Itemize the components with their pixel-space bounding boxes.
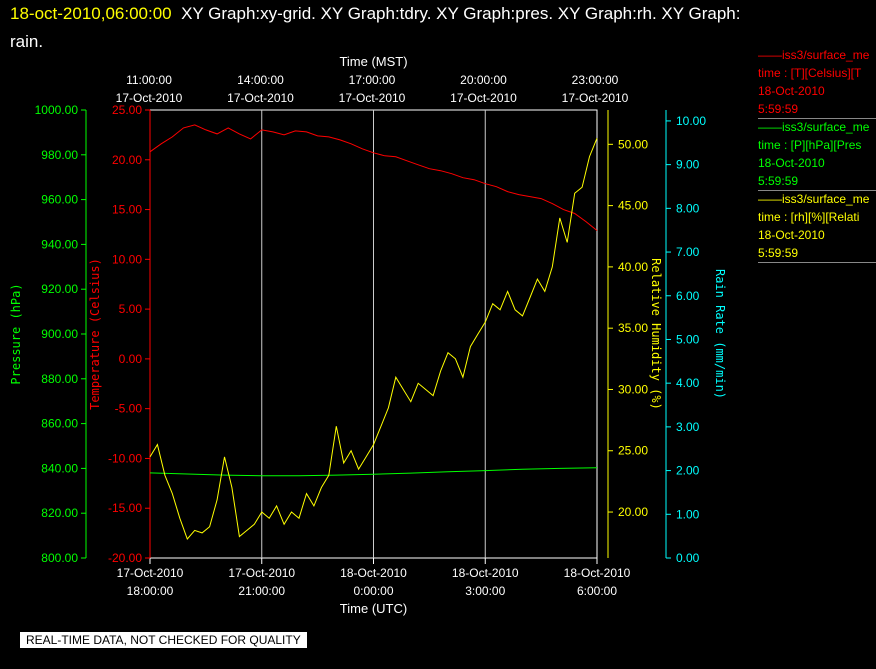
x-top-tick-date: 17-Oct-2010: [227, 91, 294, 105]
temperature-axis-label: Temperature (Celsius): [88, 258, 102, 410]
graph-titles: XY Graph:xy-grid. XY Graph:tdry. XY Grap…: [181, 4, 741, 23]
rain-tick-label: 3.00: [676, 420, 700, 434]
x-bottom-tick-date: 18-Oct-2010: [452, 566, 519, 580]
legend-entry-date: 18-Oct-2010: [758, 228, 825, 242]
x-bottom-tick-time: 3:00:00: [465, 584, 505, 598]
legend-entry-name: ——iss3/surface_me: [758, 192, 870, 206]
legend-entry-time: 5:59:59: [758, 244, 876, 263]
x-top-tick-time: 17:00:00: [349, 73, 396, 87]
temperature-tick-label: 15.00: [112, 203, 142, 217]
rain-tick-label: 0.00: [676, 551, 700, 565]
rh-tick-label: 20.00: [618, 505, 648, 519]
x-top-tick-date: 17-Oct-2010: [562, 91, 629, 105]
x-top-tick-time: 14:00:00: [237, 73, 284, 87]
legend-entry-name: ——iss3/surface_me: [758, 48, 870, 62]
rain-tick-label: 2.00: [676, 464, 700, 478]
x-bottom-tick-date: 18-Oct-2010: [564, 566, 631, 580]
rh-tick-label: 25.00: [618, 444, 648, 458]
series-line-temperature: [149, 124, 598, 231]
x-top-tick-date: 17-Oct-2010: [450, 91, 517, 105]
legend-entry-name: ——iss3/surface_me: [758, 120, 870, 134]
temperature-tick-label: 10.00: [112, 252, 142, 266]
rh-tick-label: 40.00: [618, 260, 648, 274]
temperature-tick-label: -10.00: [108, 451, 142, 465]
pressure-tick-label: 920.00: [41, 282, 78, 296]
x-bottom-tick-time: 0:00:00: [353, 584, 393, 598]
series-line-rh: [149, 138, 598, 540]
rh-tick-label: 35.00: [618, 321, 648, 335]
pressure-tick-label: 880.00: [41, 372, 78, 386]
temperature-tick-label: 0.00: [119, 352, 143, 366]
rain-axis-label: Rain Rate (mm/min): [713, 269, 727, 399]
x-top-tick-time: 11:00:00: [126, 73, 172, 87]
rain-tick-label: 9.00: [676, 158, 700, 172]
x-bottom-tick-date: 18-Oct-2010: [340, 566, 407, 580]
rain-tick-label: 4.00: [676, 376, 700, 390]
legend-entry-date: 18-Oct-2010: [758, 84, 825, 98]
pressure-tick-label: 820.00: [41, 506, 78, 520]
legend-entry-variable: time : [P][hPa][Pres: [758, 138, 862, 152]
pressure-axis-label: Pressure (hPa): [9, 283, 23, 384]
x-bottom-tick-time: 6:00:00: [577, 584, 617, 598]
rain-tick-label: 10.00: [676, 114, 706, 128]
title-line1: 18-oct-2010,06:00:00 XY Graph:xy-grid. X…: [10, 4, 740, 24]
pressure-tick-label: 900.00: [41, 327, 78, 341]
timestamp-title: 18-oct-2010,06:00:00: [10, 4, 172, 23]
rh-tick-label: 30.00: [618, 382, 648, 396]
x-bottom-axis-label: Time (UTC): [340, 601, 407, 616]
x-bottom-tick-time: 21:00:00: [238, 584, 285, 598]
temperature-tick-label: -15.00: [108, 501, 142, 515]
rain-tick-label: 6.00: [676, 289, 700, 303]
pressure-tick-label: 1000.00: [35, 103, 79, 117]
series-line-pressure: [149, 467, 598, 477]
pressure-tick-label: 940.00: [41, 237, 78, 251]
pressure-tick-label: 840.00: [41, 461, 78, 475]
x-top-tick-time: 23:00:00: [572, 73, 619, 87]
rh-tick-label: 45.00: [618, 199, 648, 213]
temperature-tick-label: -20.00: [108, 551, 142, 565]
legend-entry-date: 18-Oct-2010: [758, 156, 825, 170]
rain-tick-label: 1.00: [676, 507, 700, 521]
legend-entry-variable: time : [T][Celsius][T: [758, 66, 862, 80]
rain-tick-label: 8.00: [676, 201, 700, 215]
legend-entry-time: 5:59:59: [758, 100, 876, 119]
rain-tick-label: 7.00: [676, 245, 700, 259]
legend-entry-variable: time : [rh][%][Relati: [758, 210, 860, 224]
x-top-tick-date: 17-Oct-2010: [339, 91, 406, 105]
rain-tick-label: 5.00: [676, 332, 700, 346]
x-top-tick-time: 20:00:00: [460, 73, 507, 87]
title-line2: rain.: [10, 32, 44, 51]
pressure-tick-label: 980.00: [41, 148, 78, 162]
x-top-tick-date: 17-Oct-2010: [116, 91, 183, 105]
pressure-tick-label: 960.00: [41, 193, 78, 207]
temperature-tick-label: -5.00: [115, 402, 143, 416]
x-bottom-tick-date: 17-Oct-2010: [117, 566, 184, 580]
pressure-tick-label: 860.00: [41, 417, 78, 431]
x-bottom-tick-date: 17-Oct-2010: [228, 566, 295, 580]
rh-axis-label: Relative Humidity (%): [649, 258, 663, 410]
temperature-tick-label: 20.00: [112, 153, 142, 167]
pressure-tick-label: 800.00: [41, 551, 78, 565]
quality-warning: REAL-TIME DATA, NOT CHECKED FOR QUALITY: [20, 632, 307, 648]
rh-tick-label: 50.00: [618, 137, 648, 151]
x-top-axis-label: Time (MST): [339, 54, 407, 69]
temperature-tick-label: 25.00: [112, 103, 142, 117]
legend-entry-time: 5:59:59: [758, 172, 876, 191]
x-bottom-tick-time: 18:00:00: [127, 584, 174, 598]
temperature-tick-label: 5.00: [119, 302, 143, 316]
